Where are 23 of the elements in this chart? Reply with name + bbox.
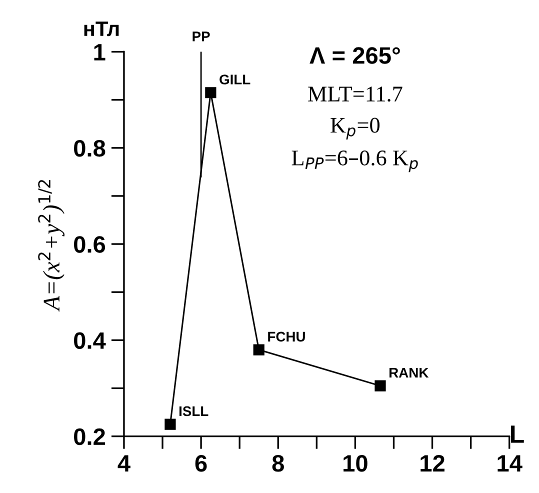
annotation: ISLL: [179, 406, 208, 416]
y-tick-label: 1: [94, 44, 106, 60]
x-tick-label: 8: [272, 454, 284, 472]
x-tick-label: 4: [118, 455, 130, 472]
y-tick-label: 0.2: [74, 428, 105, 446]
annotation: GILL: [220, 74, 250, 84]
annotation: RANK: [390, 368, 429, 378]
annotation: K$_{p}$=0: [330, 118, 380, 140]
y-tick-label: 0.4: [74, 332, 106, 349]
x-tick-label: 10: [344, 454, 368, 472]
annotation: MLT=11.7: [308, 86, 402, 102]
x-tick-label: 6: [195, 454, 207, 472]
x-tick-label: 12: [420, 454, 444, 472]
x-axis-title: L: [511, 426, 524, 443]
x-tick-label: 14: [498, 455, 522, 472]
y-axis-title: A=(x$^{2}$+y$^{2}$)$^{1/2}$: [38, 180, 64, 312]
annotation: FCHU: [268, 332, 305, 342]
y-tick-label: 0.8: [74, 140, 106, 157]
ref-line-label: PP: [192, 32, 210, 42]
text: нТл: [84, 22, 119, 36]
y-tick-label: 0.6: [74, 236, 106, 253]
chart-title: Λ = 265°: [310, 47, 400, 64]
annotation: L$_{PP}$=6–0.6 K$_{p}$: [292, 150, 418, 172]
